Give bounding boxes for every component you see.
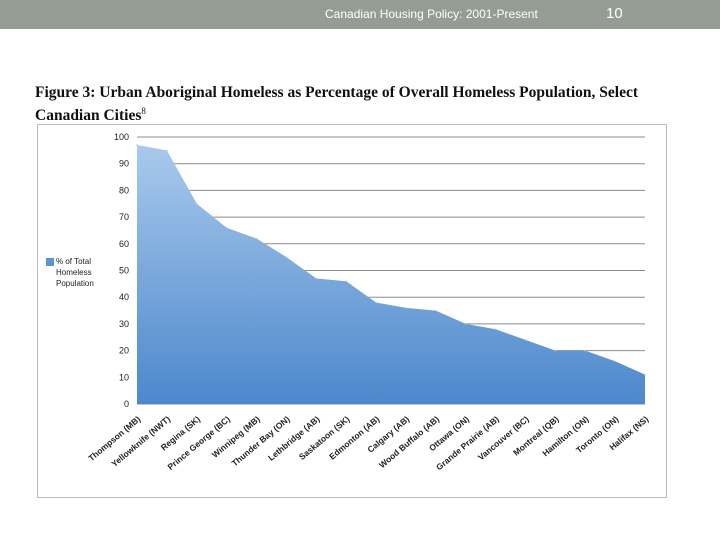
y-tick-label: 50: [119, 266, 129, 276]
y-tick-label: 10: [119, 372, 129, 382]
data-point: [554, 349, 557, 352]
data-point: [464, 323, 467, 325]
data-point: [614, 360, 616, 363]
header-bar: [0, 0, 720, 29]
x-axis-categories: Thompson (MB)Yellowknife (NWT)Regina (SK…: [86, 414, 650, 472]
data-point: [225, 227, 228, 229]
data-point: [255, 237, 258, 240]
data-point: [136, 144, 138, 146]
data-point: [166, 149, 168, 152]
header-title: Canadian Housing Policy: 2001-Present: [325, 7, 538, 21]
y-tick-label: 30: [119, 319, 129, 329]
x-category-label: Lethbridge (AB): [266, 414, 322, 463]
area-fill: [137, 145, 645, 404]
figure-title-text: Figure 3: Urban Aboriginal Homeless as P…: [35, 84, 638, 125]
y-tick-label: 20: [119, 346, 129, 356]
page-number: 10: [606, 5, 623, 22]
y-axis-ticks: 0 10 20 30 40 50 60 70 80 90 100: [114, 132, 129, 409]
data-point: [375, 301, 377, 304]
data-point: [285, 256, 288, 258]
data-point: [584, 349, 586, 352]
y-tick-label: 40: [119, 292, 129, 302]
data-point: [494, 328, 497, 331]
x-category-label: Vancouver (BC): [476, 414, 531, 462]
y-tick-label: 0: [124, 399, 129, 409]
data-point: [644, 373, 646, 376]
data-point: [435, 309, 437, 312]
area-series: [136, 144, 646, 404]
y-tick-label: 80: [119, 185, 129, 195]
x-category-label: Saskatoon (SK): [297, 414, 352, 462]
figure-title-footnote: 8: [141, 106, 146, 116]
y-tick-label: 100: [114, 132, 129, 142]
y-tick-label: 90: [119, 159, 129, 169]
data-point: [345, 280, 348, 283]
legend-label: % of Total Homeless Population: [56, 257, 94, 288]
legend-swatch: [46, 258, 54, 266]
data-point: [196, 203, 198, 205]
data-point: [524, 339, 527, 341]
y-tick-label: 60: [119, 239, 129, 249]
data-point: [315, 277, 318, 280]
y-tick-label: 70: [119, 212, 129, 222]
figure-title: Figure 3: Urban Aboriginal Homeless as P…: [35, 84, 685, 125]
data-point: [405, 307, 407, 309]
